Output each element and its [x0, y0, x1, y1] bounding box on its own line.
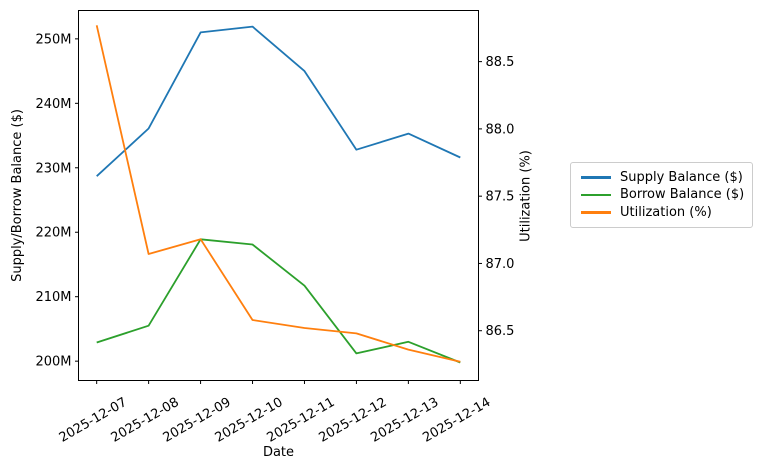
- legend-item-label: Utilization (%): [620, 204, 712, 220]
- legend-line-sample: [581, 193, 611, 197]
- series-line-utilization: [95, 25, 461, 363]
- left-y-tick-label: 220M: [35, 226, 71, 241]
- right-y-tick-label: 87.5: [486, 190, 515, 205]
- plot-area-frame: [78, 10, 479, 381]
- legend-line-sample: [581, 176, 611, 179]
- series-line-borrow-balance: [96, 238, 461, 364]
- series-layer: [95, 25, 461, 364]
- right-y-tick-label: 87.0: [486, 257, 515, 272]
- legend-item-borrow-balance: Borrow Balance ($): [581, 186, 745, 203]
- right-y-axis-title: Utilization (%): [519, 150, 534, 242]
- right-y-tick-label: 88.0: [486, 122, 515, 137]
- x-axis-title: Date: [263, 445, 294, 460]
- left-y-tick-label: 230M: [35, 161, 71, 176]
- legend-item-label: Supply Balance ($): [620, 170, 743, 186]
- left-y-tick-label: 200M: [35, 355, 71, 370]
- right-y-tick-label: 86.5: [486, 324, 515, 339]
- legend-item-label: Borrow Balance ($): [620, 187, 745, 203]
- legend-item-utilization: Utilization (%): [581, 204, 742, 221]
- legend-item-supply-balance: Supply Balance ($): [581, 169, 743, 186]
- series-line-supply-balance: [96, 25, 461, 177]
- left-y-tick-label: 250M: [35, 32, 71, 47]
- left-y-tick-label: 210M: [35, 290, 71, 305]
- left-y-axis-title: Supply/Borrow Balance ($): [10, 109, 25, 282]
- chart-legend: Supply Balance ($) Borrow Balance ($) Util…: [570, 162, 753, 228]
- left-y-tick-label: 240M: [35, 97, 71, 112]
- legend-line-sample: [581, 211, 611, 214]
- right-y-tick-label: 88.5: [486, 55, 515, 70]
- tick-layer: 2025-12-072025-12-082025-12-092025-12-10…: [35, 32, 514, 445]
